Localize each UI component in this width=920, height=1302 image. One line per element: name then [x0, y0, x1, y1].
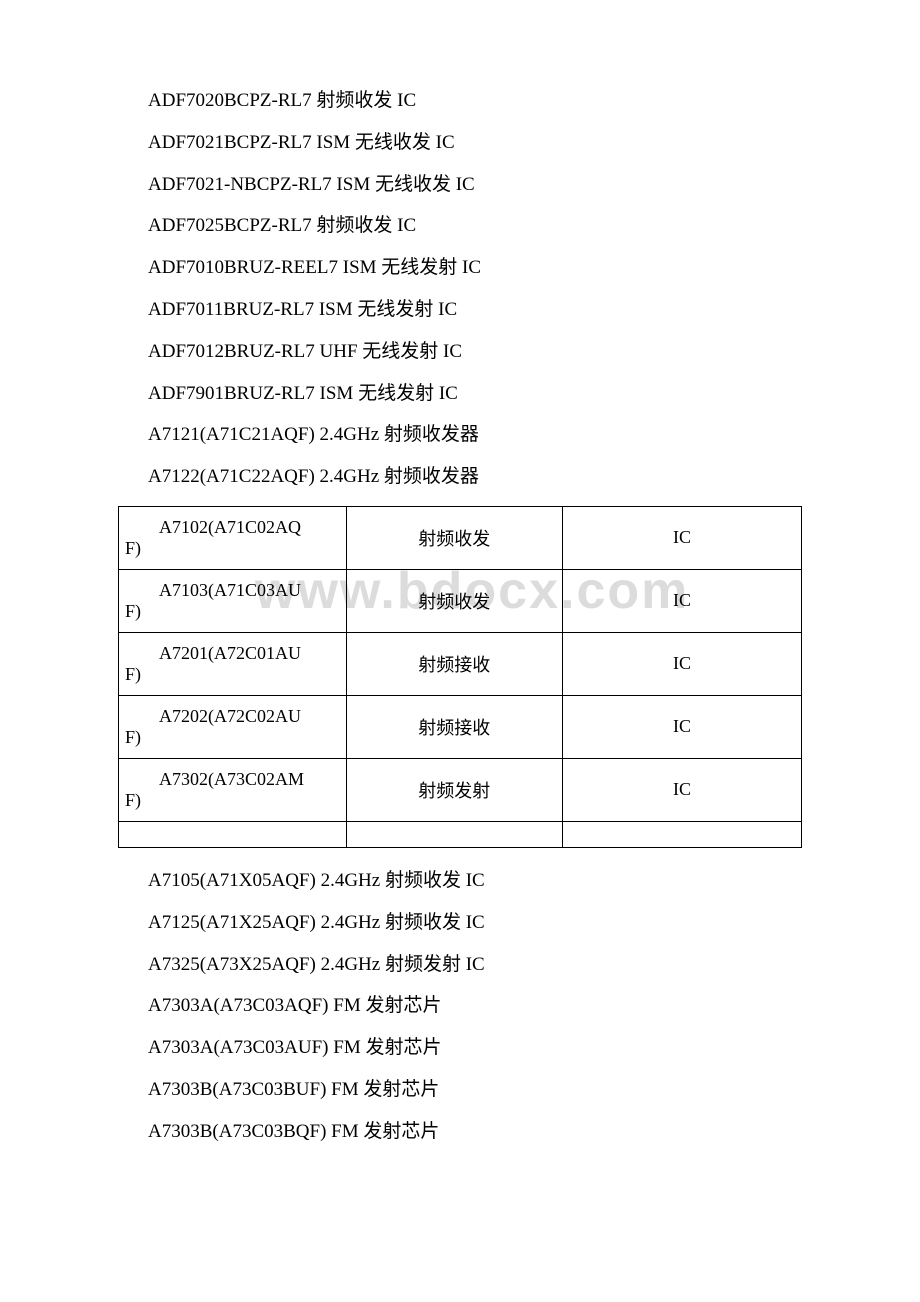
- part-cell: A7201(A72C01AU F): [119, 632, 347, 695]
- part-cell: A7302(A73C02AM F): [119, 758, 347, 821]
- list-item: A7125(A71X25AQF) 2.4GHz 射频收发 IC: [148, 902, 860, 944]
- list-item: A7303A(A73C03AUF) FM 发射芯片: [148, 1027, 860, 1069]
- part-cell: A7103(A71C03AU F): [119, 569, 347, 632]
- table-row: A7201(A72C01AU F) 射频接收 IC: [119, 632, 802, 695]
- list-item: ADF7021-NBCPZ-RL7 ISM 无线收发 IC: [148, 164, 860, 206]
- table-row: A7102(A71C02AQ F) 射频收发 IC: [119, 506, 802, 569]
- list-item: ADF7010BRUZ-REEL7 ISM 无线发射 IC: [148, 247, 860, 289]
- top-list: ADF7020BCPZ-RL7 射频收发 IC ADF7021BCPZ-RL7 …: [60, 80, 860, 498]
- part-cell: A7102(A71C02AQ F): [119, 506, 347, 569]
- list-item: A7105(A71X05AQF) 2.4GHz 射频收发 IC: [148, 860, 860, 902]
- table-row: A7202(A72C02AU F) 射频接收 IC: [119, 695, 802, 758]
- list-item: ADF7025BCPZ-RL7 射频收发 IC: [148, 205, 860, 247]
- list-item: ADF7901BRUZ-RL7 ISM 无线发射 IC: [148, 373, 860, 415]
- table-row: A7302(A73C02AM F) 射频发射 IC: [119, 758, 802, 821]
- type-cell: IC: [562, 506, 801, 569]
- type-cell: IC: [562, 632, 801, 695]
- type-cell: IC: [562, 758, 801, 821]
- list-item: ADF7021BCPZ-RL7 ISM 无线收发 IC: [148, 122, 860, 164]
- list-item: A7303A(A73C03AQF) FM 发射芯片: [148, 985, 860, 1027]
- desc-cell: 射频收发: [346, 569, 562, 632]
- desc-cell: 射频接收: [346, 695, 562, 758]
- part-cell: A7202(A72C02AU F): [119, 695, 347, 758]
- table-row: A7103(A71C03AU F) 射频收发 IC: [119, 569, 802, 632]
- list-item: A7122(A71C22AQF) 2.4GHz 射频收发器: [148, 456, 860, 498]
- parts-table: A7102(A71C02AQ F) 射频收发 IC A7103(A71C03AU…: [118, 506, 802, 848]
- document-content: ADF7020BCPZ-RL7 射频收发 IC ADF7021BCPZ-RL7 …: [60, 80, 860, 1153]
- table-row-empty: [119, 821, 802, 847]
- list-item: ADF7011BRUZ-RL7 ISM 无线发射 IC: [148, 289, 860, 331]
- type-cell: IC: [562, 569, 801, 632]
- list-item: A7303B(A73C03BQF) FM 发射芯片: [148, 1111, 860, 1153]
- type-cell: IC: [562, 695, 801, 758]
- bottom-list: A7105(A71X05AQF) 2.4GHz 射频收发 IC A7125(A7…: [60, 860, 860, 1153]
- list-item: ADF7020BCPZ-RL7 射频收发 IC: [148, 80, 860, 122]
- list-item: ADF7012BRUZ-RL7 UHF 无线发射 IC: [148, 331, 860, 373]
- list-item: A7303B(A73C03BUF) FM 发射芯片: [148, 1069, 860, 1111]
- desc-cell: 射频收发: [346, 506, 562, 569]
- list-item: A7325(A73X25AQF) 2.4GHz 射频发射 IC: [148, 944, 860, 986]
- desc-cell: 射频发射: [346, 758, 562, 821]
- list-item: A7121(A71C21AQF) 2.4GHz 射频收发器: [148, 414, 860, 456]
- desc-cell: 射频接收: [346, 632, 562, 695]
